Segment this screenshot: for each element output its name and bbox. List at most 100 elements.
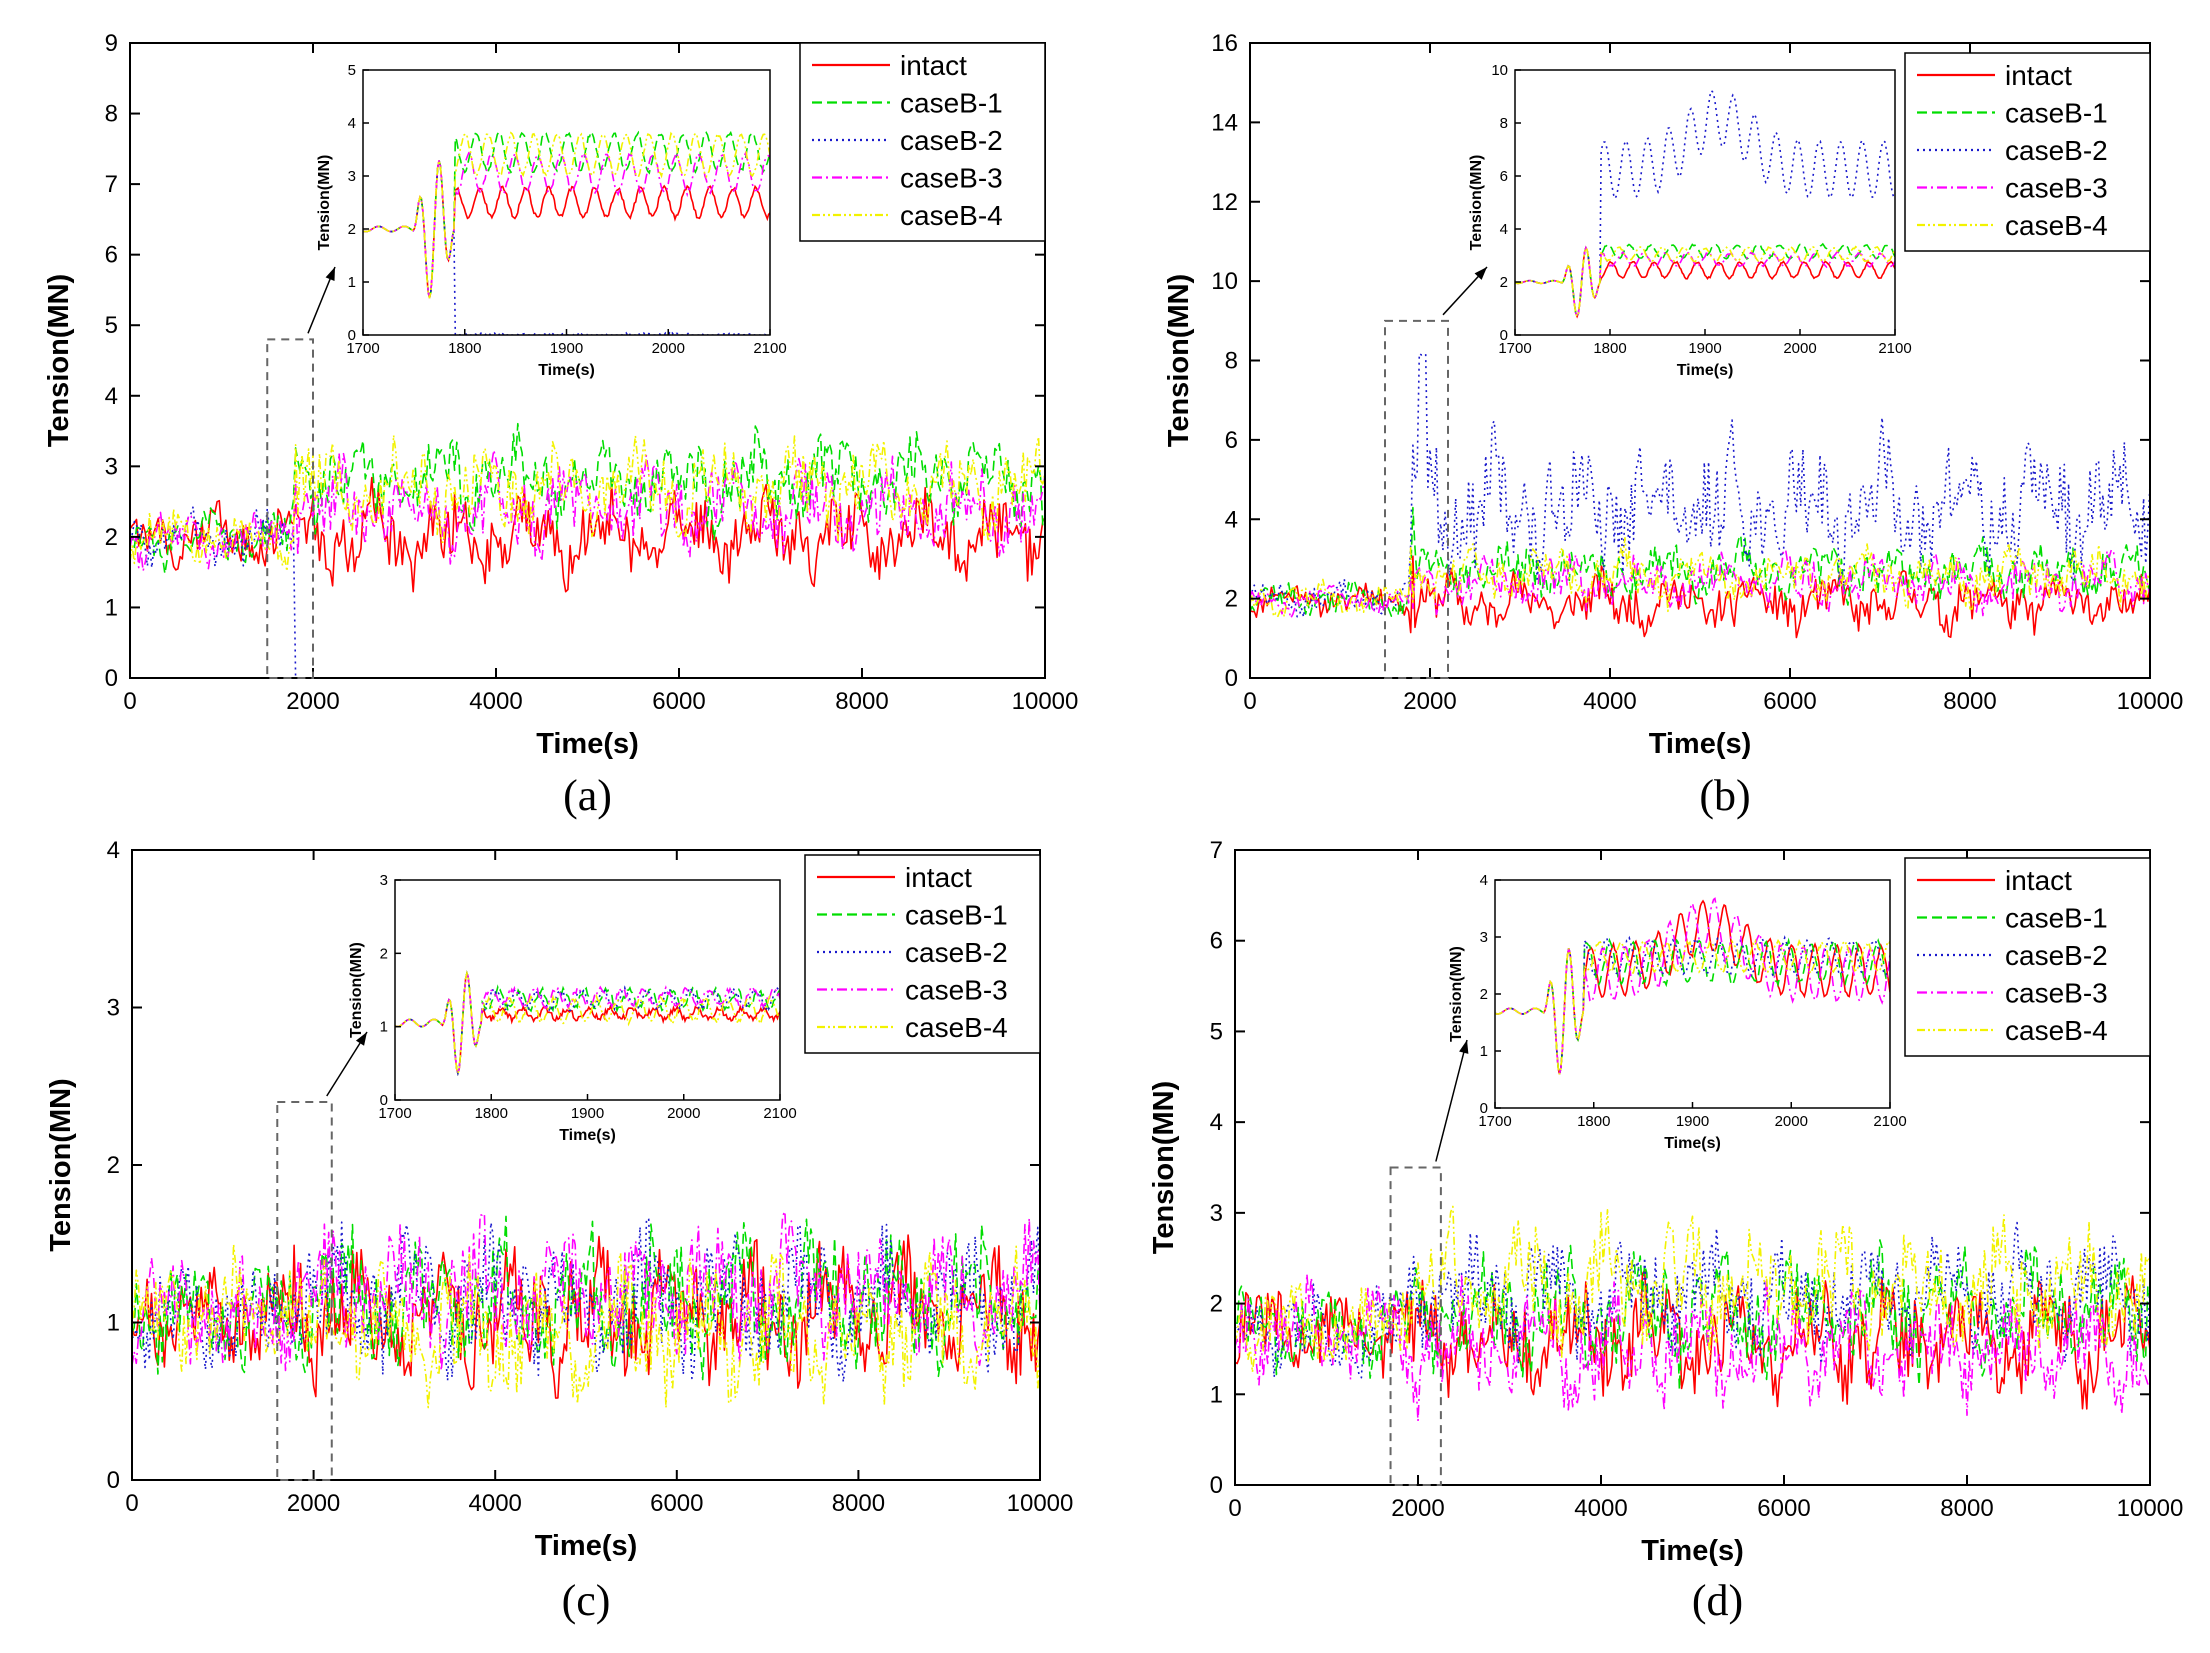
x-tick-label: 10000 (1007, 1490, 1074, 1517)
x-tick-label: 6000 (652, 688, 705, 715)
y-tick-label: 2 (1210, 1291, 1223, 1318)
legend-label-intact: intact (905, 862, 972, 893)
legend-box (1904, 52, 2151, 252)
inset-series-line-caseB-4 (363, 131, 770, 299)
panel-caption: (d) (1692, 1576, 1743, 1625)
y-tick-label: 6 (1210, 928, 1223, 955)
inset-x-tick-label: 2000 (667, 1105, 700, 1122)
inset-y-tick-label: 1 (380, 1019, 388, 1036)
legend-label-caseB-3: caseB-3 (2005, 978, 2108, 1009)
inset-y-tick-label: 0 (348, 327, 356, 344)
inset-y-tick-label: 0 (380, 1092, 388, 1109)
y-tick-label: 9 (105, 30, 118, 57)
y-tick-label: 3 (1210, 1200, 1223, 1227)
y-tick-label: 14 (1211, 109, 1238, 136)
inset-y-tick-label: 3 (348, 168, 356, 185)
panel-caption: (c) (562, 1576, 611, 1625)
inset-x-tick-label: 2100 (753, 340, 786, 357)
y-tick-label: 4 (107, 837, 120, 864)
inset-series-group (1515, 89, 1895, 319)
inset-y-tick-label: 0 (1480, 1100, 1488, 1117)
x-tick-label: 0 (1228, 1495, 1241, 1522)
y-tick-label: 1 (107, 1310, 120, 1337)
y-tick-label: 4 (1225, 506, 1238, 533)
zoom-region-box (276, 1101, 333, 1481)
series-line-caseB-4 (132, 1243, 1040, 1409)
y-tick-label: 2 (105, 524, 118, 551)
series-group (132, 1210, 1040, 1409)
chart-c: 0 2000 4000 6000 8000 10000 0 1 2 3 4 Time(s) Tensio… (45, 837, 1073, 1625)
series-line-caseB-3 (132, 1210, 1040, 1372)
y-tick-label: 2 (107, 1152, 120, 1179)
series-line-intact (1250, 555, 2150, 639)
series-group (1235, 1205, 2150, 1423)
inset-x-axis-label: Time(s) (538, 362, 595, 379)
y-tick-label: 4 (1210, 1109, 1223, 1136)
legend-box (804, 854, 1041, 1054)
inset-y-axis-label: Tension(MN) (316, 155, 333, 251)
x-tick-label: 2000 (1403, 688, 1456, 715)
series-line-caseB-1 (130, 422, 1045, 575)
inset-y-axis-label: Tension(MN) (1468, 155, 1485, 251)
inset-x-tick-label: 1800 (1577, 1113, 1610, 1130)
series-line-caseB-4 (1250, 537, 2150, 618)
y-tick-label: 0 (107, 1467, 120, 1494)
y-tick-label: 1 (1210, 1381, 1223, 1408)
inset-x-axis-label: Time(s) (1664, 1135, 1721, 1152)
inset-y-tick-label: 2 (1500, 274, 1508, 291)
legend-label-caseB-1: caseB-1 (2005, 903, 2108, 934)
y-tick-label: 10 (1211, 268, 1238, 295)
inset-chart-c: 1700 1800 1900 2000 2100 0 1 2 3 Time(s) Tension(M… (348, 872, 797, 1144)
y-tick-label: 7 (1210, 837, 1223, 864)
x-tick-label: 6000 (1757, 1495, 1810, 1522)
y-tick-label: 6 (105, 242, 118, 269)
series-line-caseB-4 (1235, 1205, 2150, 1373)
zoom-arrow-head (1459, 1040, 1469, 1054)
inset-x-tick-label: 2000 (1783, 340, 1816, 357)
legend-box (1904, 857, 2151, 1057)
inset-background (1495, 880, 1890, 1108)
legend-label-caseB-1: caseB-1 (905, 900, 1008, 931)
inset-y-tick-label: 1 (1480, 1043, 1488, 1060)
y-tick-label: 3 (107, 995, 120, 1022)
y-tick-label: 0 (1225, 665, 1238, 692)
chart-a: 0 2000 4000 6000 8000 10000 0 1 2 3 4 5 6 7 8 9 Time(s) T… (43, 30, 1078, 820)
zoom-arrow-head (1474, 267, 1487, 280)
inset-x-axis-label: Time(s) (1677, 362, 1734, 379)
x-tick-label: 8000 (832, 1490, 885, 1517)
inset-chart-b: 1700 1800 1900 2000 2100 0 2 4 6 8 10 Time(s) Tensio… (1468, 62, 1912, 379)
inset-x-tick-label: 1800 (448, 340, 481, 357)
series-line-caseB-1 (1235, 1239, 2150, 1391)
inset-x-tick-label: 1700 (1498, 340, 1531, 357)
chart-d: 0 2000 4000 6000 8000 10000 0 1 2 3 4 5 6 7 Time(s) Ten… (1148, 837, 2183, 1625)
y-tick-label: 12 (1211, 189, 1238, 216)
plot-frame (129, 42, 1046, 679)
x-tick-label: 0 (1243, 688, 1256, 715)
series-line-caseB-3 (130, 449, 1045, 572)
series-group (1250, 352, 2150, 639)
zoom-arrow-head (325, 267, 335, 281)
legend: intact caseB-1 caseB-2 caseB-3 caseB-4 (799, 42, 1046, 242)
series-line-caseB-2 (1235, 1221, 2150, 1379)
series-group (130, 422, 1045, 678)
panel-caption: (a) (563, 771, 612, 820)
inset-y-tick-label: 5 (348, 62, 356, 79)
x-tick-label: 8000 (1943, 688, 1996, 715)
inset-y-tick-label: 0 (1500, 327, 1508, 344)
inset-y-tick-label: 2 (1480, 986, 1488, 1003)
legend: intact caseB-1 caseB-2 caseB-3 caseB-4 (804, 854, 1041, 1054)
y-tick-label: 16 (1211, 30, 1238, 57)
inset-x-tick-label: 1700 (1478, 1113, 1511, 1130)
y-tick-label: 0 (1210, 1472, 1223, 1499)
inset-x-tick-label: 1900 (571, 1105, 604, 1122)
zoom-region-box (1384, 319, 1449, 679)
x-tick-label: 2000 (287, 1490, 340, 1517)
y-tick-label: 8 (1225, 348, 1238, 375)
inset-series-line-caseB-3 (395, 970, 780, 1077)
inset-series-group (1495, 897, 1890, 1075)
inset-background (1515, 70, 1895, 335)
y-tick-label: 6 (1225, 427, 1238, 454)
y-tick-label: 0 (105, 665, 118, 692)
y-axis-label: Tension(MN) (1163, 274, 1195, 447)
